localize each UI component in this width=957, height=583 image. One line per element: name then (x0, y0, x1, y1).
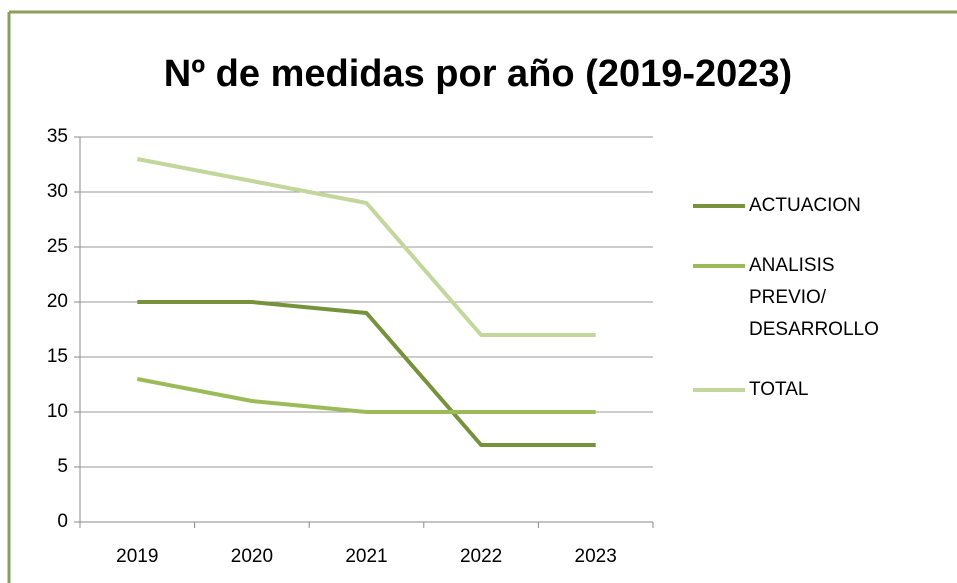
y-tick-label: 25 (47, 236, 68, 257)
chart-title: Nº de medidas por año (2019-2023) (164, 53, 792, 95)
legend-label: TOTAL (749, 379, 809, 400)
series-line (136, 377, 596, 414)
x-tick-label: 2021 (345, 546, 387, 567)
y-tick-label: 10 (47, 401, 68, 422)
y-tick-label: 20 (47, 291, 68, 312)
legend: ACTUACION ANALISIS PREVIO/ DESARROLLO TOTA… (693, 190, 923, 434)
legend-swatch (693, 204, 745, 208)
y-tick-label: 5 (57, 456, 68, 477)
legend-swatch (693, 264, 745, 268)
y-tick-label: 35 (47, 126, 68, 147)
x-tick-label: 2022 (460, 546, 502, 567)
x-tick-label: 2023 (575, 546, 617, 567)
y-tick-label: 0 (57, 511, 68, 532)
y-tick-label: 15 (47, 346, 68, 367)
series-line (136, 157, 596, 337)
y-tick-label: 30 (47, 181, 68, 202)
legend-item: TOTAL (693, 374, 923, 406)
legend-label: ACTUACION (749, 195, 861, 216)
x-tick-label: 2020 (231, 546, 273, 567)
legend-item: ACTUACION (693, 190, 923, 222)
series-line (137, 300, 596, 447)
legend-item: ANALISIS PREVIO/ DESARROLLO (693, 250, 923, 346)
legend-swatch (693, 388, 745, 392)
legend-label: ANALISIS PREVIO/ DESARROLLO (749, 255, 879, 340)
x-tick-label: 2019 (116, 546, 158, 567)
